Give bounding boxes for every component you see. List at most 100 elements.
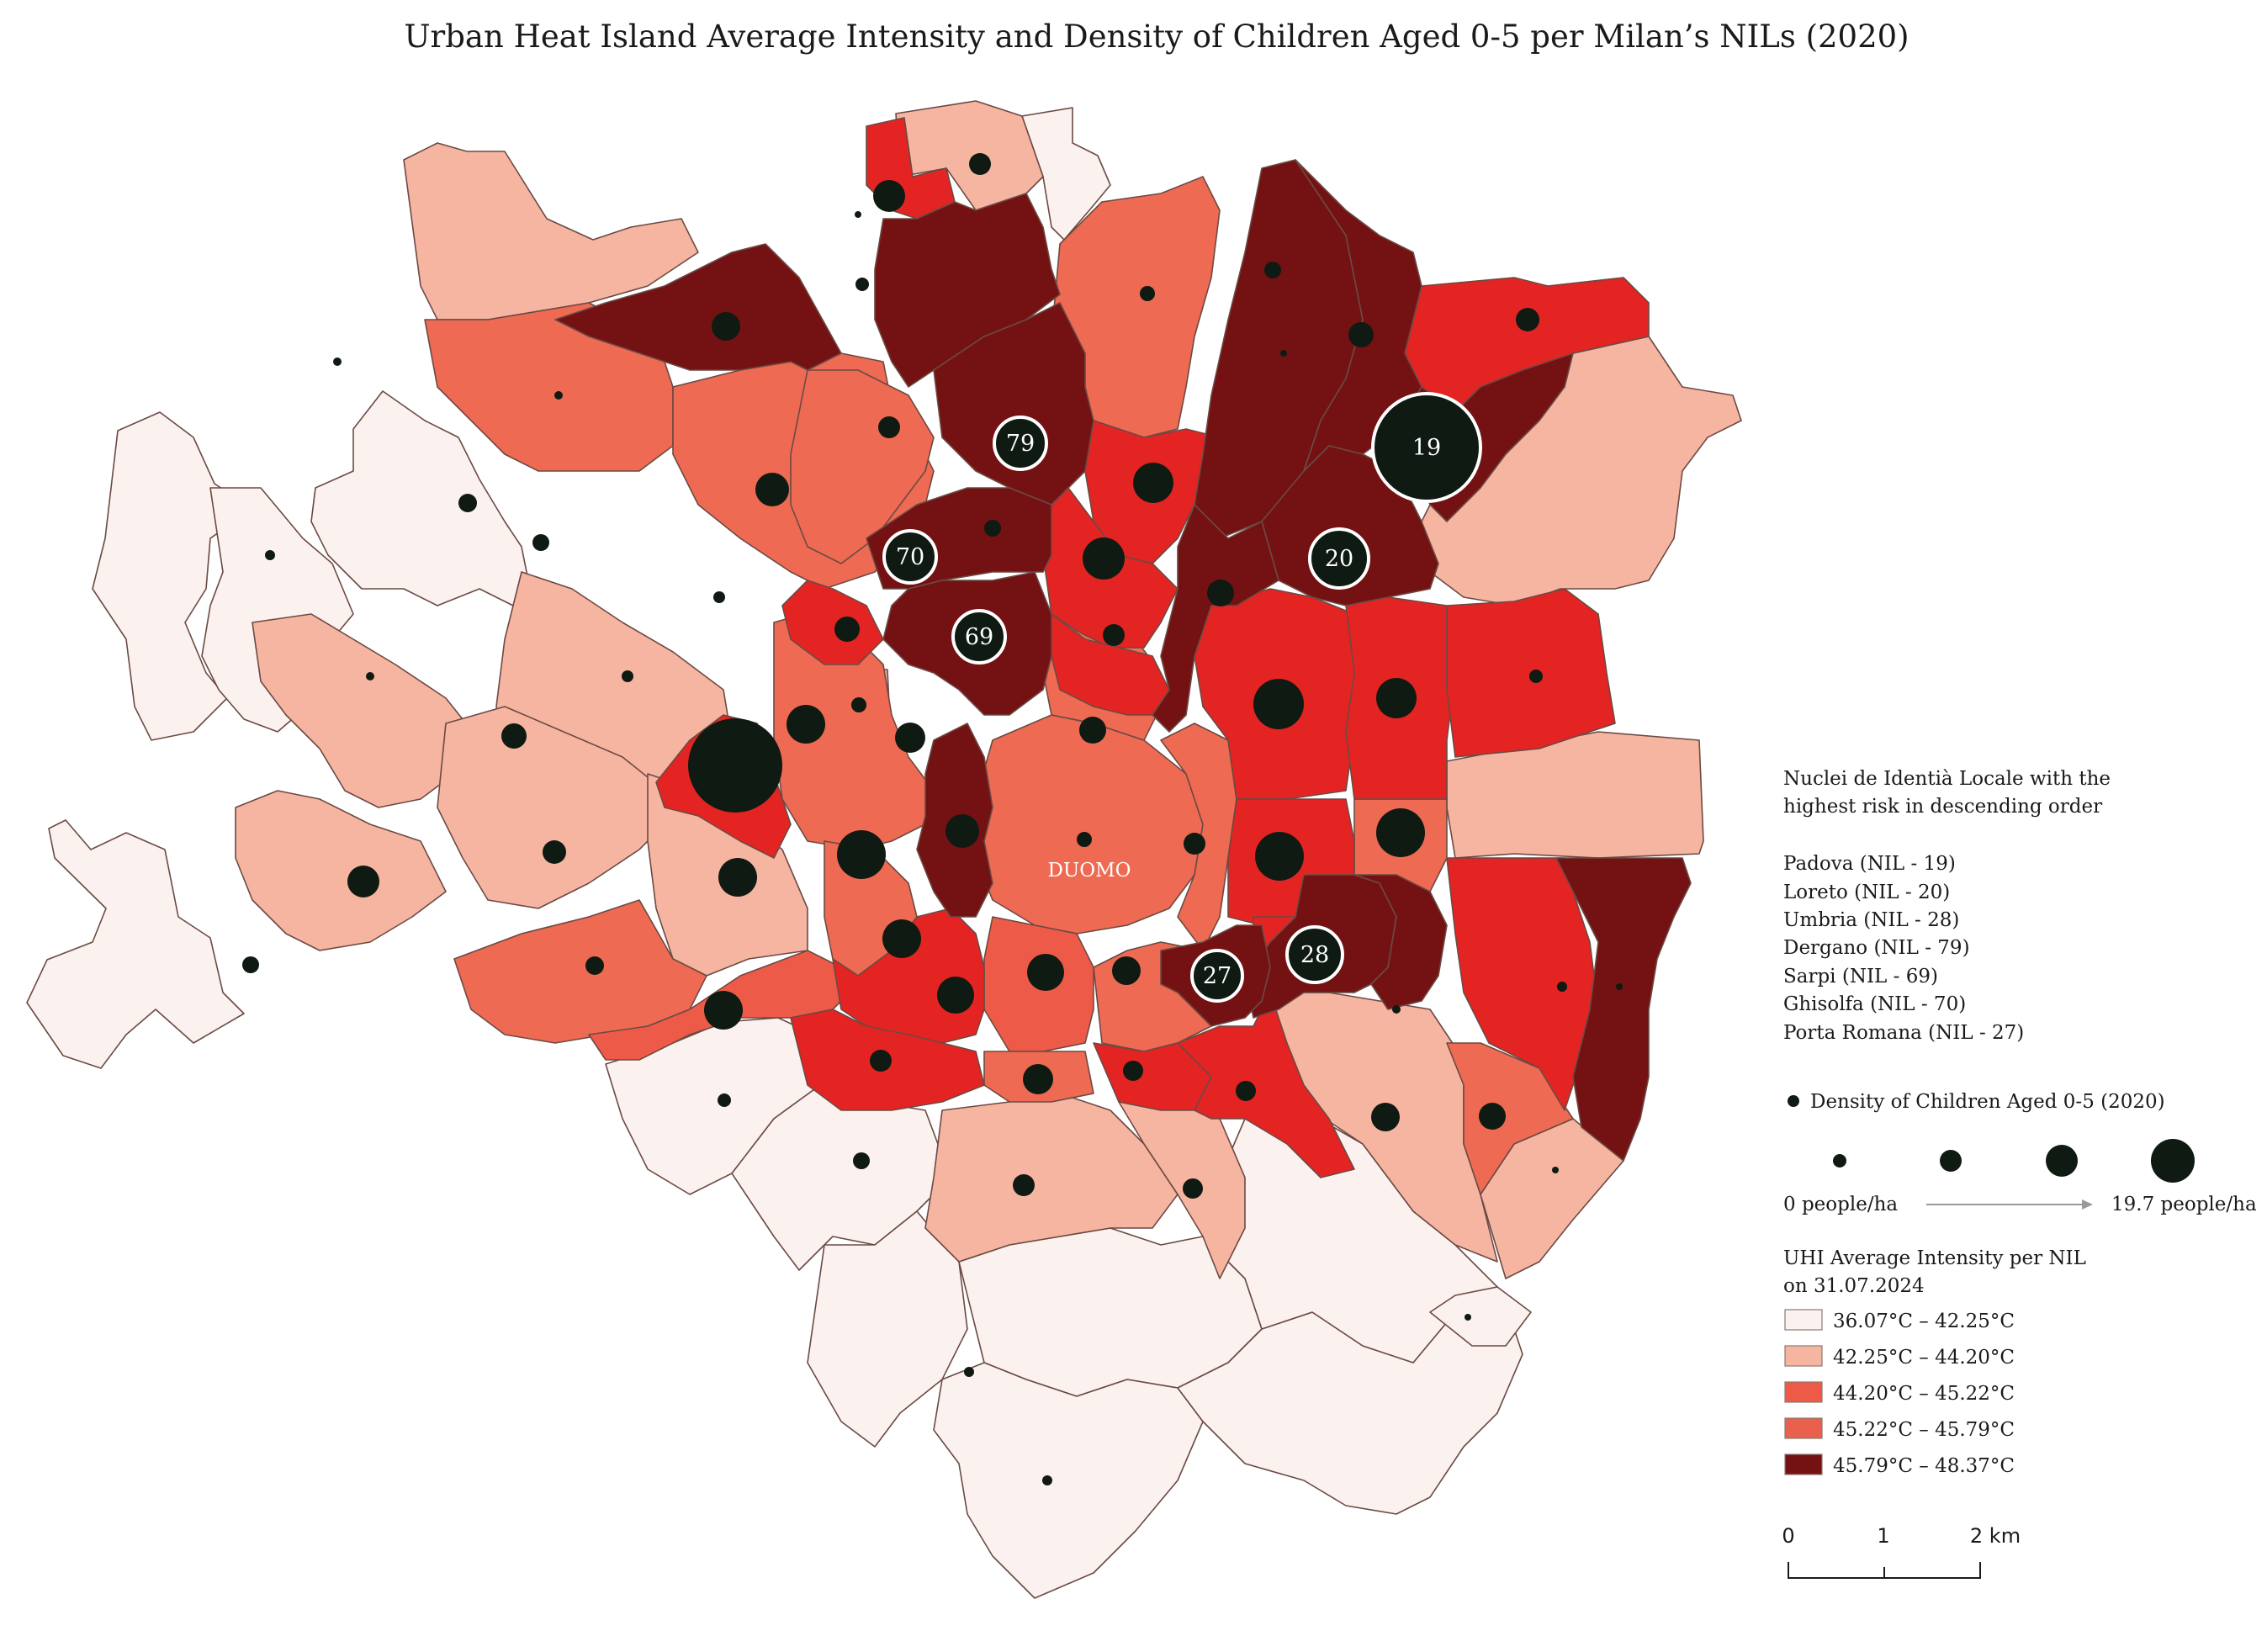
district-west-salmon-2[interactable] xyxy=(252,613,480,808)
density-dot[interactable] xyxy=(458,494,477,512)
district-south-1[interactable] xyxy=(807,1210,968,1448)
density-dot[interactable] xyxy=(1184,833,1205,855)
density-dot[interactable] xyxy=(1013,1174,1035,1196)
density-dot[interactable] xyxy=(1376,678,1417,718)
density-dot[interactable] xyxy=(851,697,866,712)
district-se-coral[interactable] xyxy=(1446,1042,1574,1195)
density-dot[interactable] xyxy=(1552,1167,1559,1173)
density-dot[interactable] xyxy=(787,705,825,744)
density-dot[interactable] xyxy=(1465,1314,1471,1321)
density-dot[interactable] xyxy=(1183,1178,1203,1199)
density-dot[interactable] xyxy=(1255,832,1304,881)
density-dot[interactable] xyxy=(333,357,342,366)
density-dot[interactable] xyxy=(964,1367,974,1377)
density-dot[interactable] xyxy=(1253,679,1304,729)
density-dot[interactable] xyxy=(878,416,900,438)
district-nw-dark[interactable] xyxy=(554,243,842,371)
density-dot[interactable] xyxy=(718,1093,731,1107)
density-dot[interactable] xyxy=(834,617,860,642)
density-dot[interactable] xyxy=(873,180,905,212)
density-dot[interactable] xyxy=(265,550,275,560)
density-dot[interactable] xyxy=(713,591,725,603)
density-dot[interactable] xyxy=(853,1152,870,1169)
density-dot[interactable] xyxy=(1348,322,1374,347)
density-legend: Density of Children Aged 0-5 (2020) 0 pe… xyxy=(1783,1091,2257,1215)
density-dot[interactable] xyxy=(870,1050,892,1072)
density-dot[interactable] xyxy=(543,840,566,864)
density-dot[interactable] xyxy=(622,670,633,682)
density-dot[interactable] xyxy=(1140,286,1155,301)
density-dot[interactable] xyxy=(347,866,379,897)
density-dot[interactable] xyxy=(984,520,1001,537)
district-west-salmon-4[interactable] xyxy=(437,706,665,909)
density-dot[interactable] xyxy=(1516,308,1539,331)
density-dot[interactable] xyxy=(1123,1061,1143,1081)
density-dot[interactable] xyxy=(718,858,757,897)
density-dot[interactable] xyxy=(882,919,921,958)
density-dot[interactable] xyxy=(1236,1081,1256,1101)
density-dot[interactable] xyxy=(704,991,743,1030)
density-dot[interactable] xyxy=(1479,1103,1506,1130)
density-dot[interactable] xyxy=(366,672,374,680)
district-center-west-coral[interactable] xyxy=(790,369,935,564)
highlight-nil-marker[interactable]: 69 xyxy=(951,609,1007,665)
density-dot[interactable] xyxy=(1264,262,1281,278)
highlight-nil-marker[interactable]: 79 xyxy=(993,416,1048,471)
density-dot[interactable] xyxy=(837,830,886,879)
density-dot[interactable] xyxy=(855,211,861,218)
density-dot[interactable] xyxy=(1371,1103,1400,1131)
density-dot[interactable] xyxy=(1083,537,1125,580)
density-dot[interactable] xyxy=(1112,956,1141,985)
density-dot[interactable] xyxy=(532,534,549,551)
highlight-nil-marker[interactable]: 28 xyxy=(1285,925,1344,984)
density-dot[interactable] xyxy=(1103,624,1125,646)
district-nw-coral[interactable] xyxy=(424,302,674,472)
district-umbria-2[interactable] xyxy=(1353,874,1448,1010)
density-dot[interactable] xyxy=(585,956,604,975)
density-dot[interactable] xyxy=(242,956,259,973)
density-dot[interactable] xyxy=(1557,982,1567,992)
highlight-nil-marker[interactable]: 20 xyxy=(1308,527,1370,590)
district-east-dark[interactable] xyxy=(1555,857,1692,1162)
density-dot[interactable] xyxy=(895,723,925,753)
district-west-salmon-3[interactable] xyxy=(235,790,447,951)
density-dot[interactable] xyxy=(1529,670,1543,683)
highlight-nil-circle xyxy=(1371,392,1482,503)
density-dot[interactable] xyxy=(1280,350,1287,357)
density-dot[interactable] xyxy=(1616,983,1623,990)
density-dot[interactable] xyxy=(969,153,991,175)
density-dot[interactable] xyxy=(1392,1005,1401,1014)
district-n-dark[interactable] xyxy=(874,193,1061,388)
district-dergano[interactable] xyxy=(933,302,1094,506)
density-dot[interactable] xyxy=(712,312,740,341)
density-dot[interactable] xyxy=(1042,1475,1052,1485)
density-dot[interactable] xyxy=(945,814,979,848)
density-dot[interactable] xyxy=(855,278,869,291)
density-dot[interactable] xyxy=(501,723,527,749)
density-dot[interactable] xyxy=(1133,463,1173,503)
district-west-mid[interactable] xyxy=(310,390,531,606)
density-dot[interactable] xyxy=(937,977,974,1014)
district-east-salmon-2[interactable] xyxy=(1446,731,1704,859)
district-center-dark[interactable] xyxy=(1152,504,1279,733)
density-dot[interactable] xyxy=(1207,580,1234,606)
highlight-nil-marker[interactable]: 27 xyxy=(1190,949,1244,1003)
density-dot[interactable] xyxy=(554,391,563,400)
uhi-legend: UHI Average Intensity per NIL on 31.07.2… xyxy=(1783,1247,2086,1477)
highlight-nil-marker[interactable]: 19 xyxy=(1371,392,1482,503)
density-dot[interactable] xyxy=(688,718,782,813)
density-dot[interactable] xyxy=(1023,1064,1053,1094)
district-center-coral-c[interactable] xyxy=(1160,723,1237,951)
density-dot[interactable] xyxy=(1077,832,1092,847)
density-dot[interactable] xyxy=(1079,717,1106,744)
district-south-3[interactable] xyxy=(933,1362,1204,1599)
density-dot[interactable] xyxy=(1376,808,1425,857)
district-west-far[interactable] xyxy=(26,819,245,1069)
district-se-tip[interactable] xyxy=(1429,1286,1532,1347)
district-nw-red-small[interactable] xyxy=(781,580,884,665)
highlight-nil-label: 79 xyxy=(1006,431,1035,457)
highlight-nil-marker[interactable]: 70 xyxy=(882,529,938,585)
density-dot[interactable] xyxy=(755,473,789,506)
density-dot[interactable] xyxy=(1027,954,1064,991)
district-north-pale[interactable] xyxy=(1021,107,1111,241)
